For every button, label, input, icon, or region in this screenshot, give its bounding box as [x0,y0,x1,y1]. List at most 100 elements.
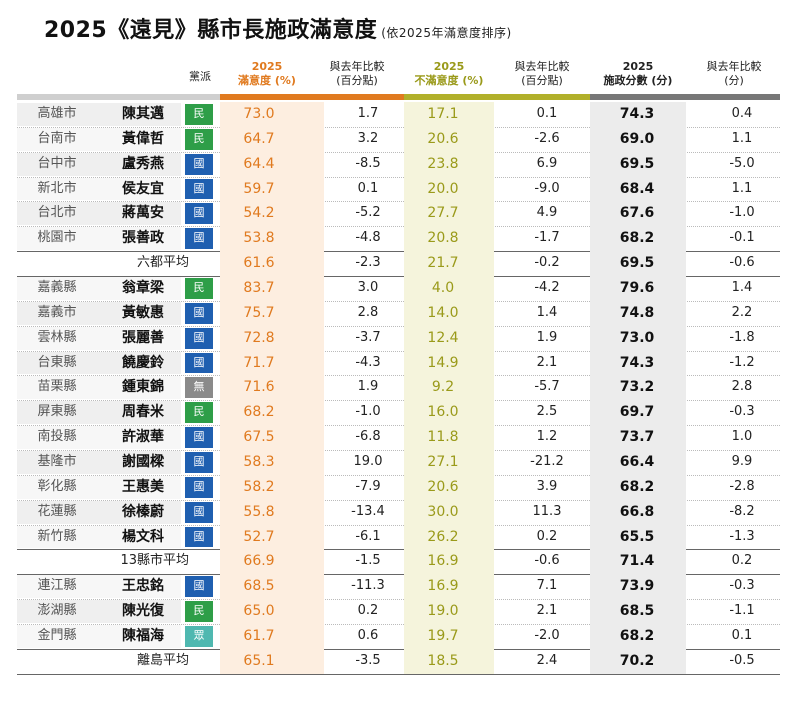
label-shade [17,575,181,599]
party-badge: 國 [185,327,213,349]
dissatisfaction-value: 17.1 [427,106,459,122]
average-label: 離島平均 [136,652,189,668]
city-name: 南投縣 [37,429,77,445]
score-value: 73.0 [619,329,655,346]
dissatisfaction-change: 6.9 [536,155,558,171]
column-shade-dis [404,126,494,152]
label-shade [17,177,181,201]
column-shade-dis [404,176,494,202]
dissatisfaction-change: -0.2 [534,255,560,271]
satisfaction-change: -3.7 [355,329,381,345]
dissatisfaction-change: 2.5 [536,404,558,420]
table-row: 嘉義市 黃敏惠 國 75.7 2.8 14.0 1.4 74.8 2.2 [17,301,780,326]
row-divider [17,400,780,402]
satisfaction-value: 59.7 [243,180,275,197]
label-shade [17,202,181,226]
score-value: 65.5 [619,528,655,545]
column-shade-score [590,300,686,326]
score-value: 66.8 [619,503,655,520]
dissatisfaction-value: 12.4 [427,329,459,346]
table-row: 金門縣 陳福海 眾 61.7 0.6 19.7 -2.0 68.2 0.1 [17,624,780,649]
label-shade [17,451,181,474]
column-shade-sat [220,474,324,500]
column-shade-score [590,499,686,525]
dissatisfaction-change: 1.4 [536,304,558,320]
column-shade-score [590,450,686,475]
header-dis-change-1: 與去年比較 [514,60,570,73]
satisfaction-change: 3.2 [357,130,379,146]
score-value: 66.4 [619,454,655,471]
row-divider [17,151,780,153]
dissatisfaction-change: -9.0 [534,180,560,196]
average-label: 六都平均 [136,255,189,271]
dissatisfaction-change: 0.2 [536,528,558,544]
mayor-name: 黃敏惠 [122,304,164,321]
column-shade-dis [404,549,494,575]
row-divider [17,300,780,302]
column-shade-dis [404,350,494,376]
satisfaction-value: 65.0 [243,603,275,620]
score-change: -0.3 [729,578,755,594]
dissatisfaction-change: -5.7 [534,379,560,395]
group-separator [17,673,780,675]
column-shade-dis [404,425,494,451]
column-shade-sat [220,350,324,376]
row-divider [17,450,780,452]
dissatisfaction-change: 1.9 [536,329,558,345]
satisfaction-change: 19.0 [353,454,383,470]
row-divider [17,176,780,178]
score-value: 68.5 [619,603,655,620]
city-name: 雲林縣 [37,329,77,345]
party-badge: 國 [185,576,213,598]
satisfaction-change: -1.5 [355,553,381,569]
column-shade-score [590,425,686,451]
party-badge: 眾 [185,626,213,647]
header-bar-left [17,94,220,100]
city-name: 苗栗縣 [37,379,77,395]
satisfaction-value: 68.2 [243,404,275,421]
score-change: -1.2 [729,354,755,370]
dissatisfaction-value: 20.6 [427,478,459,495]
average-label: 13縣市平均 [120,553,189,569]
column-shade-dis [404,474,494,500]
title-main: 2025《遠見》縣市長施政滿意度 [44,18,378,43]
dissatisfaction-value: 20.8 [427,230,459,247]
dissatisfaction-value: 18.5 [427,652,459,669]
score-change: -0.1 [729,230,755,246]
satisfaction-value: 58.3 [243,454,275,471]
table-row: 屏東縣 周春米 民 68.2 -1.0 16.0 2.5 69.7 -0.3 [17,400,780,425]
score-value: 74.3 [619,354,655,371]
mayor-name: 周春米 [122,404,164,421]
header-bar-score [590,94,780,100]
column-shade-sat [220,499,324,525]
score-value: 68.4 [619,180,655,197]
satisfaction-value: 58.2 [243,478,275,495]
mayor-name: 黃偉哲 [122,130,164,147]
score-change: 2.2 [731,304,753,320]
mayor-name: 陳福海 [122,628,164,645]
row-divider [17,425,780,427]
score-change: 0.1 [731,628,753,644]
score-change: -0.6 [729,255,755,271]
mayor-name: 盧秀燕 [122,155,164,172]
column-shade-dis [404,400,494,426]
satisfaction-change: -5.2 [355,205,381,221]
dissatisfaction-value: 16.9 [427,553,459,570]
group-separator [17,276,780,278]
column-shade-score [590,524,686,550]
satisfaction-change: -6.8 [355,429,381,445]
satisfaction-change: 1.9 [357,379,379,395]
row-divider [17,599,780,601]
column-shade-score [590,176,686,202]
column-shade-sat [220,375,324,401]
row-divider [17,375,780,377]
satisfaction-value: 64.4 [243,155,275,172]
mayor-name: 王惠美 [122,478,164,495]
city-name: 台中市 [37,155,77,171]
dissatisfaction-value: 9.2 [431,379,455,396]
column-shade-score [590,325,686,351]
score-change: -1.1 [729,603,755,619]
party-badge: 民 [185,128,213,150]
score-value: 70.2 [619,652,655,669]
